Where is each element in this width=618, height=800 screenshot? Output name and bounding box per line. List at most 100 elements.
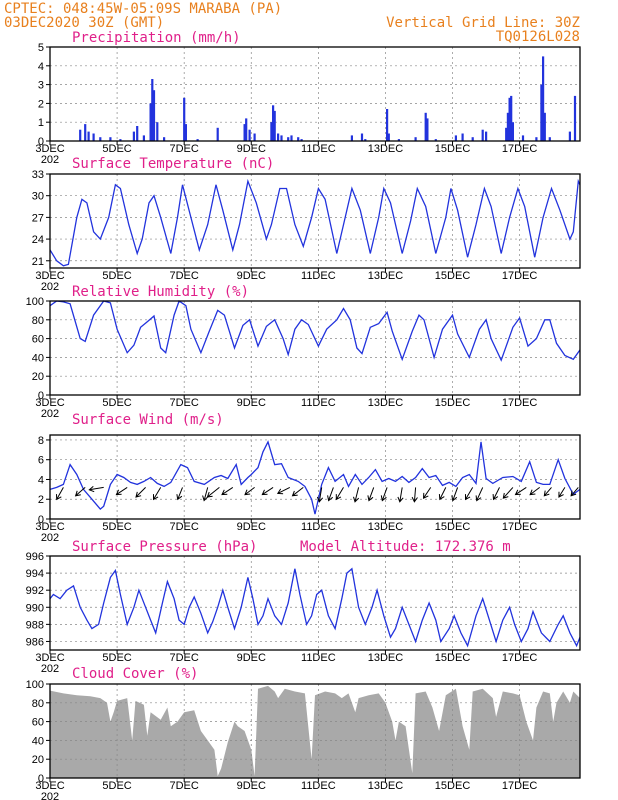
wind-arrow (475, 487, 484, 502)
precip-bar (92, 133, 95, 141)
cloud-panel: 0 20 40 60 80 100 3DEC 5DEC 7DEC 9DEC 11DEC 13DEC 15… (26, 666, 581, 800)
precip-bar (426, 118, 429, 141)
x-tick-label: 9DEC (237, 780, 266, 792)
precip-bar (149, 103, 152, 141)
y-tick-label: 100 (26, 679, 44, 691)
x-tick-label: 13DEC (368, 397, 404, 409)
x-tick-label: 13DEC (368, 143, 404, 155)
pressure-line (49, 567, 581, 648)
wind-line (49, 440, 581, 515)
temp-line (49, 178, 581, 267)
precip-bar (364, 139, 367, 141)
y-tick-label: 60 (32, 334, 44, 346)
x-tick-label: 9DEC (237, 270, 266, 282)
precip-frame (49, 46, 581, 142)
x-tick-label: 3DEC (35, 652, 64, 664)
precip-bar (506, 112, 509, 141)
wind-arrow (411, 487, 418, 503)
precip-bar (543, 112, 546, 141)
wind-arrow (397, 487, 404, 503)
humidity-line (49, 299, 581, 362)
x-tick-label: 3DEC (35, 780, 64, 792)
precip-bar (548, 137, 551, 141)
wind-frame (49, 434, 581, 520)
humidity-title: Relative Humidity (%) (72, 284, 249, 300)
x-tick-label: 3DEC (35, 143, 64, 155)
wind-arrow (56, 487, 64, 501)
x-tick-label: 9DEC (237, 652, 266, 664)
x-tick-label: 11DEC (301, 397, 336, 409)
x-tick-label: 13DEC (368, 521, 404, 533)
wind-arrow (367, 487, 375, 502)
precip-bar (280, 135, 283, 141)
precip-bar (510, 95, 513, 141)
precip-bar (136, 126, 139, 141)
precip-bar (471, 137, 474, 141)
model-altitude: Model Altitude: 172.376 m (300, 539, 511, 555)
precip-bar (290, 135, 293, 141)
precip-bar (568, 131, 571, 141)
y-tick-label: 33 (32, 169, 44, 181)
y-tick-label: 5 (38, 42, 44, 54)
wind-arrow (115, 486, 128, 496)
y-tick-label: 992 (26, 585, 44, 597)
x-tick-label: 17DEC (502, 780, 538, 792)
wind-arrow (327, 487, 334, 502)
precip-bar (245, 118, 248, 141)
precip-bar (151, 79, 154, 141)
y-tick-label: 0 (38, 514, 44, 526)
wind-arrow (502, 487, 514, 499)
precip-bar (397, 139, 400, 141)
temp-frame (49, 173, 581, 269)
y-tick-label: 1 (38, 117, 44, 129)
x-tick-label: 15DEC (435, 270, 471, 282)
x-year-label: 202 (41, 408, 59, 420)
precip-bar (119, 139, 122, 141)
y-tick-label: 0 (38, 773, 44, 785)
x-tick-label: 13DEC (368, 652, 404, 664)
precip-bar (156, 122, 159, 141)
wind-arrow (206, 487, 220, 498)
y-tick-label: 988 (26, 619, 44, 631)
x-tick-label: 7DEC (170, 270, 199, 282)
precip-bar (424, 112, 427, 141)
precip-bar (84, 124, 87, 141)
y-tick-label: 27 (32, 212, 44, 224)
precip-bar (109, 137, 112, 141)
precip-bar (163, 137, 166, 141)
cloud-title: Cloud Cover (%) (72, 666, 198, 682)
temp-panel: 21 24 27 30 33 3DEC 5DEC 7DEC 9DEC 11DEC 13DEC 15DE… (32, 156, 581, 293)
precip-bar (184, 124, 187, 141)
precip-bar (253, 133, 256, 141)
x-tick-label: 9DEC (237, 143, 266, 155)
x-year-label: 202 (41, 154, 59, 166)
x-tick-label: 5DEC (102, 143, 131, 155)
wind-arrow (276, 486, 291, 495)
y-tick-label: 40 (32, 352, 44, 364)
x-tick-label: 15DEC (435, 652, 471, 664)
precip-bar (287, 137, 290, 141)
y-tick-label: 2 (38, 98, 44, 110)
wind-arrow (153, 487, 162, 501)
header-datetime: 03DEC2020 30Z (GMT) (4, 15, 164, 31)
y-tick-label: 24 (32, 234, 44, 246)
y-tick-label: 4 (38, 61, 44, 73)
precip-bar (152, 90, 156, 141)
x-tick-label: 7DEC (170, 397, 199, 409)
x-tick-label: 17DEC (502, 143, 538, 155)
precip-panel: 0 1 2 3 4 5 3DEC 5DEC 7DEC 9DEC 11DEC 13DEC 15DEC 17D… (35, 30, 581, 166)
pressure-title: Surface Pressure (hPa) (72, 539, 257, 555)
precip-bar (79, 129, 82, 141)
precip-bar (350, 135, 353, 141)
x-tick-label: 7DEC (170, 652, 199, 664)
y-tick-label: 4 (38, 474, 44, 486)
header-model: TQ0126L028 (496, 29, 580, 45)
precip-bar (243, 124, 246, 141)
x-tick-label: 7DEC (170, 521, 199, 533)
wind-arrow (221, 486, 234, 496)
wind-arrow (135, 487, 146, 498)
x-tick-label: 3DEC (35, 270, 64, 282)
precip-bar (132, 131, 135, 141)
cloud-cover-area (50, 685, 580, 778)
x-tick-label: 7DEC (170, 780, 199, 792)
